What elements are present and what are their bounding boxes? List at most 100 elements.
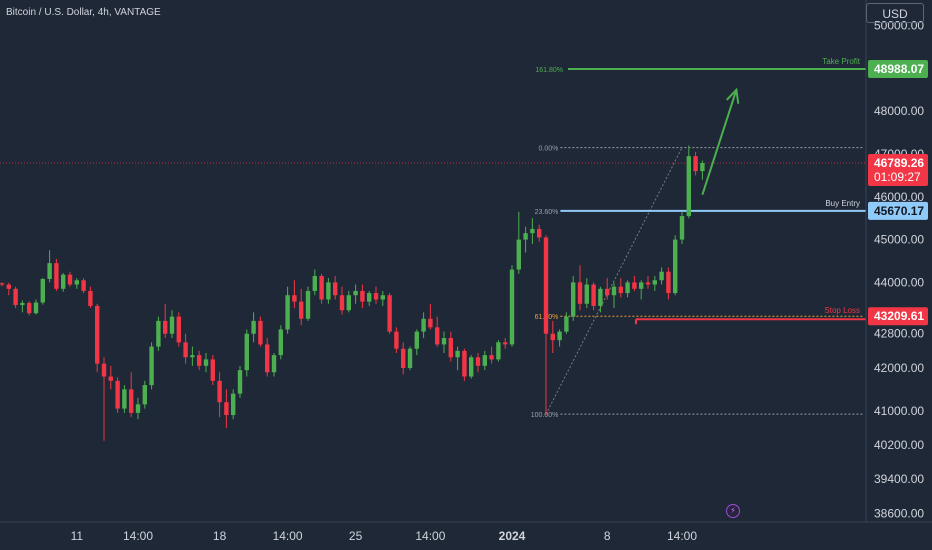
candle-body [428, 318, 433, 328]
take-profit-label: Take Profit [822, 57, 861, 66]
candle-body [163, 320, 168, 334]
candle-body [530, 228, 535, 234]
candle-body [122, 389, 127, 409]
candle-body [618, 286, 623, 294]
candle-body [95, 305, 100, 364]
candle-body [496, 342, 501, 360]
candle-body [380, 295, 385, 300]
candle-body [33, 302, 39, 314]
candle-body [292, 295, 297, 302]
candle-body [231, 393, 236, 416]
candle-body [217, 380, 222, 403]
fib-level-label: 100.00% [531, 412, 559, 419]
candle-body [455, 350, 460, 358]
y-tick-label: 42000.00 [874, 361, 924, 375]
candle-body [101, 363, 107, 377]
candle-body [543, 237, 549, 334]
candle-body [564, 316, 569, 332]
candle-body [482, 355, 487, 366]
candle-body [237, 370, 243, 394]
candle-body [469, 357, 474, 377]
candle-body [169, 316, 175, 334]
candle-body [190, 355, 195, 358]
y-tick-label: 41000.00 [874, 404, 924, 418]
time-axis[interactable]: 11 14:00 18 14:00 25 14:00 2024 8 14:00 [71, 529, 698, 543]
stop-loss-price-tag [868, 307, 928, 326]
projection-arrow-head[interactable] [725, 87, 740, 104]
fib-level-label: 161.80% [535, 67, 563, 74]
x-tick-label: 18 [213, 529, 227, 543]
candle-body [693, 156, 698, 172]
projection-arrow[interactable] [701, 87, 740, 195]
fib-trend-line[interactable] [545, 147, 683, 415]
x-tick-label: 14:00 [415, 529, 445, 543]
candle-body [353, 290, 358, 296]
candle-body [203, 359, 209, 366]
candle-body [605, 288, 610, 296]
y-tick-label: 45000.00 [874, 233, 924, 247]
candle-body [401, 348, 406, 368]
candle-body [360, 290, 365, 302]
candle-body [591, 284, 596, 306]
candle-body [557, 331, 562, 341]
currency-button[interactable]: USD [866, 3, 924, 23]
candle-body [339, 295, 345, 311]
candle-body [679, 216, 685, 240]
countdown-text: 01:09:27 [874, 170, 921, 184]
candle-body [489, 355, 494, 360]
candle-body [251, 320, 256, 334]
candle-body [258, 320, 263, 345]
buy-entry-price-tag-text: 45670.17 [874, 204, 924, 218]
candle-body [577, 282, 583, 304]
candle-body [271, 355, 277, 373]
candle-body [13, 288, 18, 306]
take-profit-price-tag [868, 59, 928, 78]
candle-body [156, 320, 161, 347]
candle-body [462, 350, 467, 377]
candle-body [20, 302, 25, 306]
x-tick-label: 11 [71, 529, 84, 543]
y-tick-label: 42800.00 [874, 327, 924, 341]
candle-body [54, 263, 59, 289]
candle-body [149, 346, 154, 386]
candle-body [571, 282, 576, 317]
y-tick-label: 44000.00 [874, 275, 924, 289]
candle-body [584, 284, 589, 304]
candle-body [224, 402, 229, 416]
candle-body [652, 280, 657, 285]
candle-body [278, 329, 283, 356]
candle-body [27, 302, 32, 314]
candle-body [435, 327, 440, 345]
y-tick-label: 38600.00 [874, 506, 924, 520]
candle-body [176, 316, 181, 343]
candle-body [333, 282, 338, 296]
price-axis[interactable]: 50000.0048000.0047000.0046000.0045000.00… [874, 19, 924, 521]
fib-level-label: 0.00% [539, 146, 559, 153]
candle-body [598, 288, 603, 306]
candle-body [367, 293, 372, 302]
candle-body [244, 333, 249, 371]
candle-body [319, 275, 324, 300]
candle-body [61, 274, 66, 289]
candle-body [197, 355, 202, 366]
candle-body [373, 293, 379, 300]
candle-body [81, 280, 86, 291]
x-tick-label: 14:00 [123, 529, 153, 543]
candle-body [108, 376, 113, 381]
candle-body [142, 385, 147, 405]
candle-body [305, 290, 311, 319]
x-tick-label: 14:00 [667, 529, 697, 543]
candle-body [448, 338, 453, 358]
candle-body [407, 348, 413, 368]
y-tick-label: 40200.00 [874, 438, 924, 452]
trade-levels[interactable]: Take Profit Buy Entry Stop Loss [0, 57, 866, 325]
symbol-title[interactable]: Bitcoin / U.S. Dollar, 4h, VANTAGE [6, 7, 161, 18]
last-price-tag [868, 154, 928, 187]
candle-body [632, 282, 637, 289]
last-price-text: 46789.26 [874, 156, 924, 170]
lightning-icon[interactable]: ⚡ [726, 504, 740, 518]
projection-arrow-shaft[interactable] [701, 89, 738, 195]
candle-body [285, 295, 290, 330]
